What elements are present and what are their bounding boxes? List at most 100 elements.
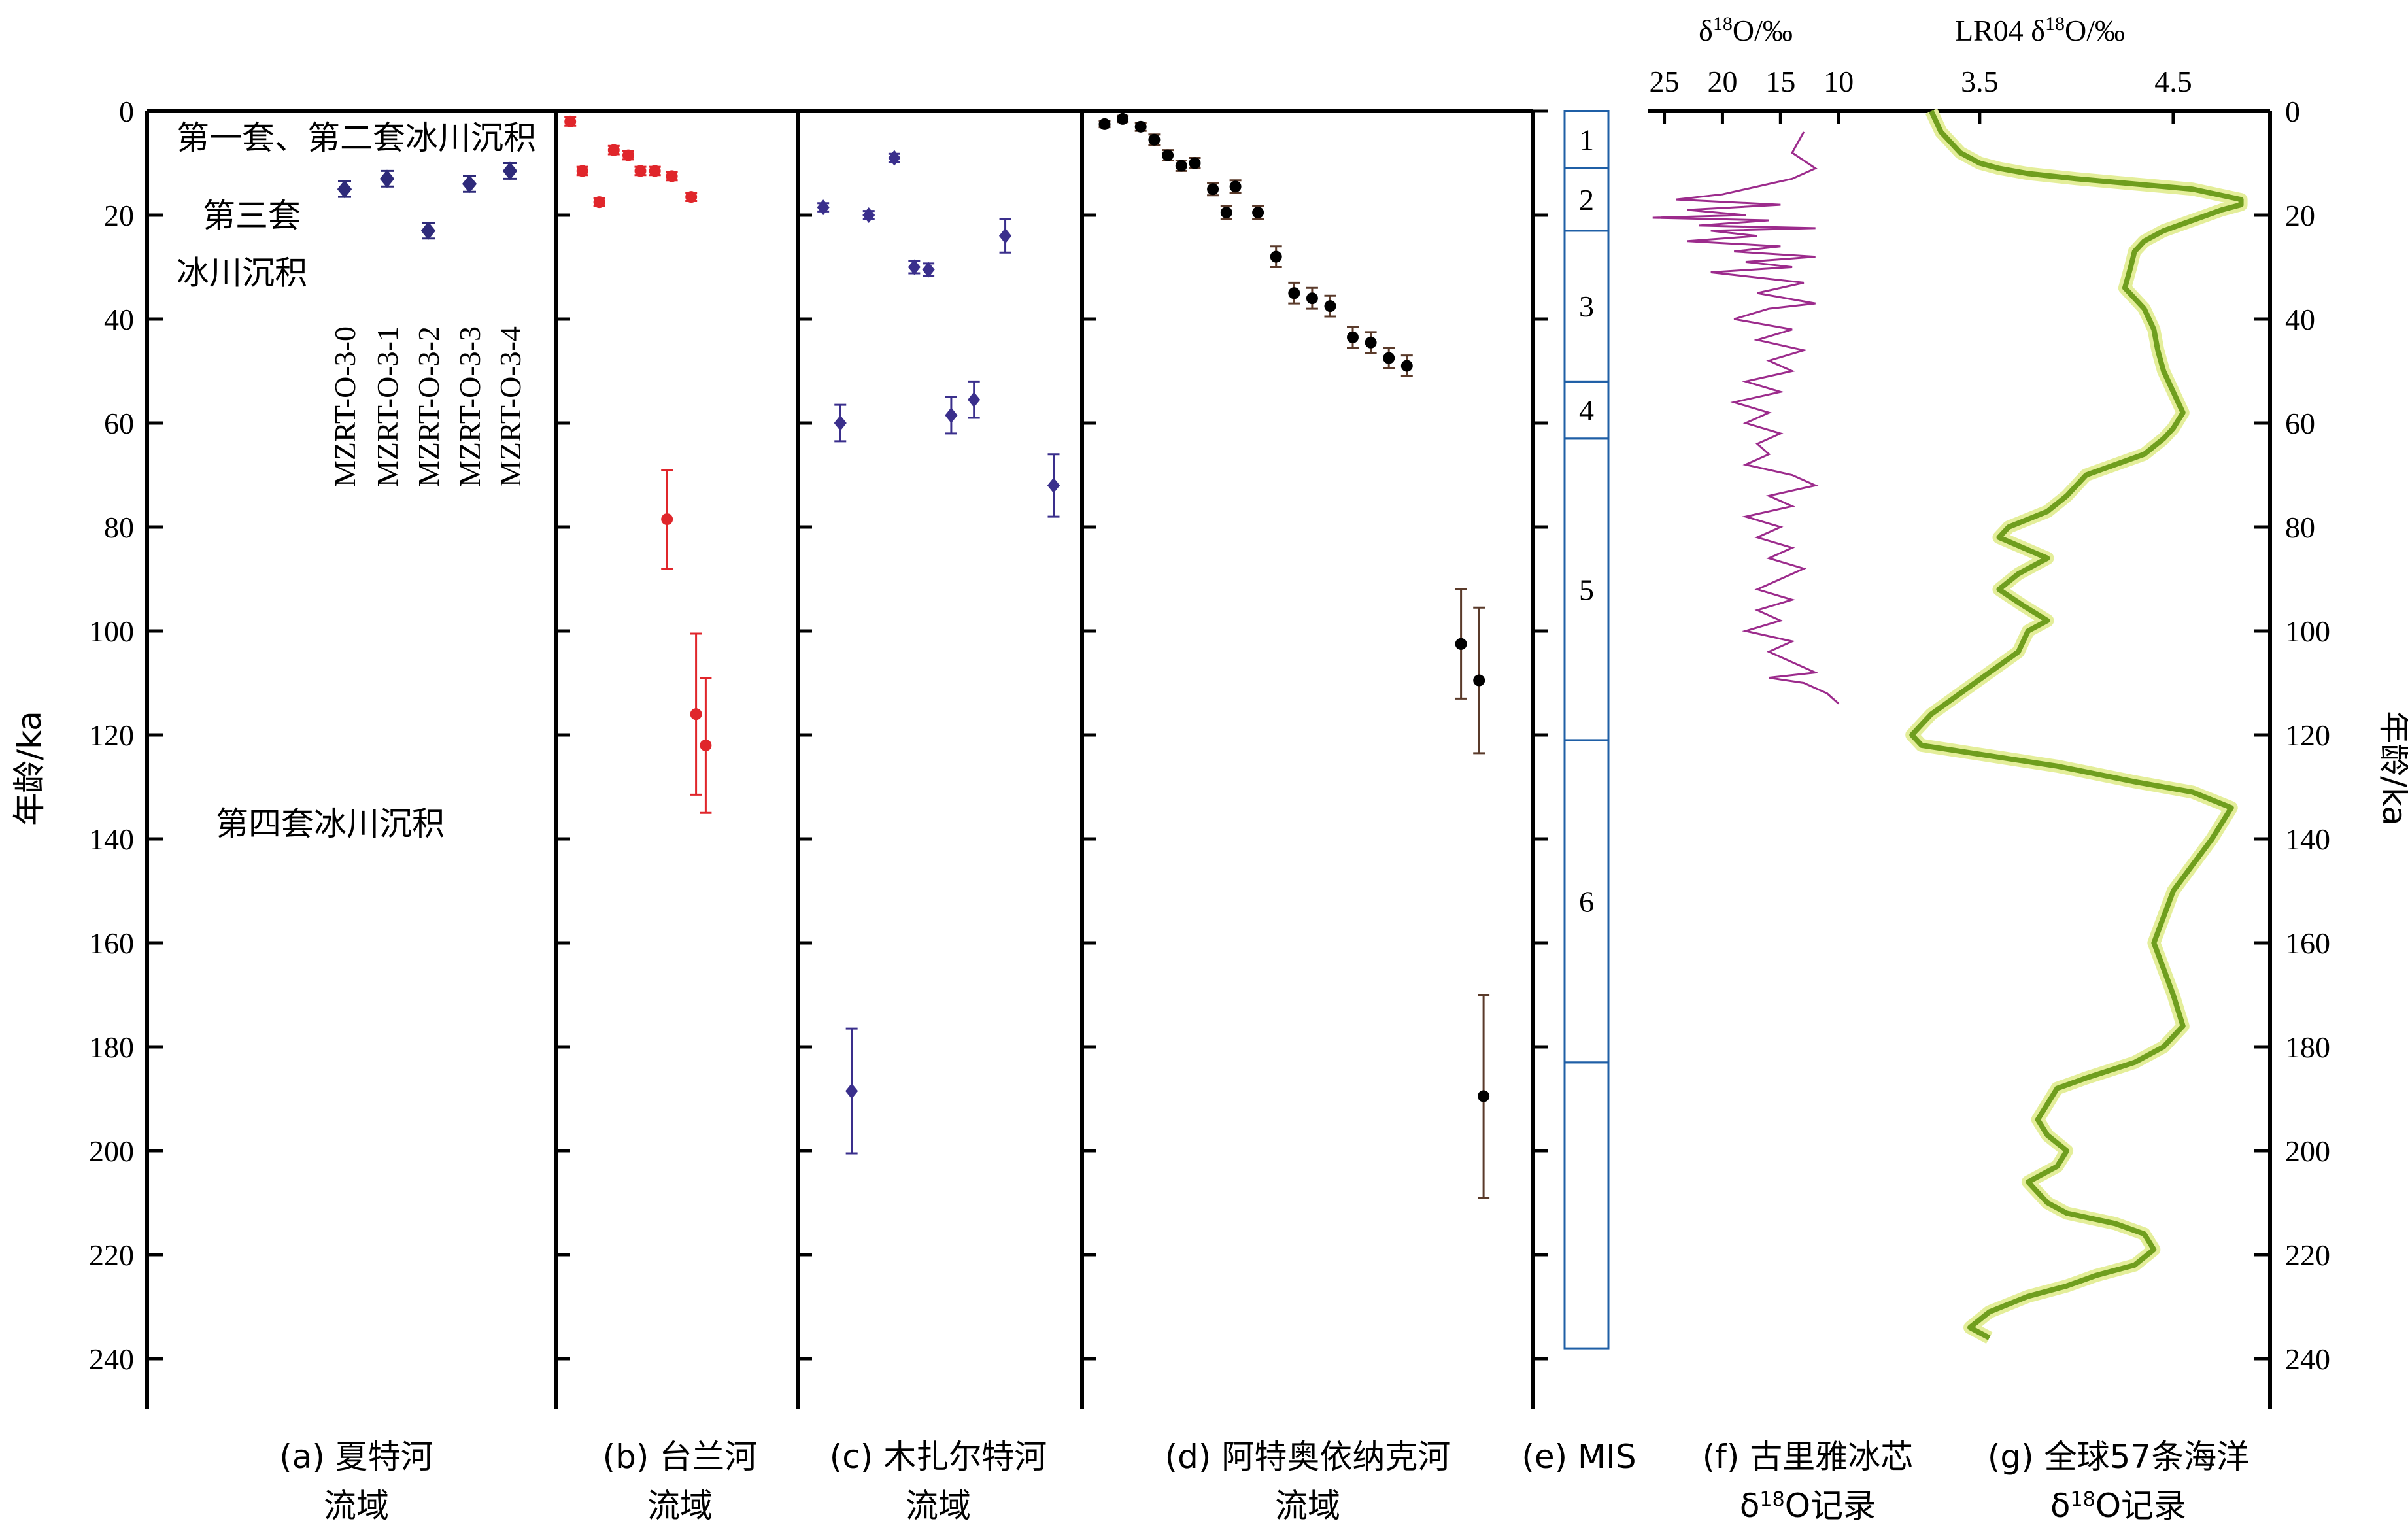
data-point [607, 144, 620, 156]
annotation-label: 第一套、第二套冰川沉积 [177, 119, 536, 157]
data-point [576, 165, 588, 177]
mis-stage-label: 1 [1579, 124, 1594, 157]
data-point [1189, 157, 1201, 169]
caption-a: (a) 夏特河 [279, 1438, 433, 1476]
data-point [666, 170, 678, 182]
mis-stage-label: 2 [1579, 183, 1594, 216]
y-tick-label-right: 100 [2285, 615, 2330, 648]
data-point [649, 165, 661, 177]
data-point [945, 407, 958, 424]
data-point [1252, 207, 1264, 219]
y-tick-label-left: 80 [104, 511, 134, 544]
data-point [1229, 180, 1242, 193]
g-series-glow [1905, 108, 2248, 1344]
data-point [622, 149, 634, 162]
data-point [834, 415, 847, 431]
caption-c: (c) 木扎尔特河 [830, 1438, 1047, 1476]
data-point [700, 739, 712, 751]
y-tick-label-right: 140 [2285, 823, 2330, 856]
g-x-axis-title: LR04 δ18O/‰ [1955, 13, 2125, 48]
caption-c-line2: 流域 [906, 1487, 971, 1525]
y-tick-label-right: 240 [2285, 1342, 2330, 1376]
g-series-line [1909, 110, 2244, 1340]
y-tick-label-right: 220 [2285, 1238, 2330, 1272]
y-tick-label-right: 120 [2285, 719, 2330, 752]
mis-stage [1563, 1061, 1610, 1350]
data-point [1347, 331, 1359, 343]
sample-label: MZRT-O-3-1 [371, 326, 404, 487]
mis-stage-label: 3 [1579, 290, 1594, 323]
y-tick-label-left: 140 [89, 823, 134, 856]
y-tick-label-right: 40 [2285, 303, 2315, 336]
data-point [1175, 160, 1187, 172]
sample-label: MZRT-O-3-2 [412, 326, 445, 487]
chart-frame [145, 109, 2272, 1409]
f-x-axis-title: δ18O/‰ [1699, 13, 1793, 48]
data-point [1455, 638, 1467, 650]
data-point [1162, 149, 1174, 162]
data-point [337, 180, 352, 199]
caption-b: (b) 台兰河 [603, 1438, 758, 1476]
g-x-tick-label: 4.5 [2154, 65, 2192, 98]
f-x-tick-label: 25 [1650, 65, 1680, 98]
mis-stage-label: 6 [1579, 885, 1594, 918]
panel-g: 3.5 4.5 LR04 δ18O/‰ [1905, 13, 2248, 1344]
data-point [845, 1083, 858, 1099]
data-point [1270, 250, 1282, 263]
data-point [968, 392, 981, 408]
data-point [1047, 477, 1060, 494]
data-point [1220, 207, 1232, 219]
y-tick-label-left: 0 [119, 95, 134, 128]
y-axis-title-right: 年龄/ka [2375, 711, 2408, 826]
data-point [922, 262, 935, 278]
y-tick-label-left: 220 [89, 1238, 134, 1272]
sample-label: MZRT-O-3-4 [494, 326, 527, 487]
y-tick-label-right: 0 [2285, 95, 2300, 128]
data-point [1134, 120, 1147, 133]
data-point [888, 150, 901, 166]
y-tick-label-left: 40 [104, 303, 134, 336]
data-point [502, 162, 518, 180]
caption-d-line2: 流域 [1275, 1487, 1340, 1525]
data-point [593, 196, 605, 209]
f-series-line [1652, 131, 1840, 705]
annotation-label: 第四套冰川沉积 [216, 805, 445, 843]
mis-stage-label: 4 [1579, 394, 1594, 427]
data-point [420, 221, 436, 240]
data-point [998, 228, 1012, 244]
caption-a-line2: 流域 [324, 1487, 389, 1525]
data-point [564, 115, 577, 128]
data-point [634, 165, 647, 177]
data-point [1365, 336, 1377, 348]
f-x-tick-label: 20 [1707, 65, 1737, 98]
data-point [1098, 118, 1111, 130]
data-point [462, 175, 477, 194]
y-tick-label-right: 80 [2285, 511, 2315, 544]
age-axes: 0 0 20 20 40 40 60 60 80 80 100 100 120 120 140 140 160 1… [10, 95, 2408, 1376]
y-axis-title-left: 年龄/ka [10, 711, 48, 826]
y-tick-label-left: 100 [89, 615, 134, 648]
caption-f-line2: δ18O记录 [1740, 1487, 1876, 1525]
y-tick-label-right: 20 [2285, 199, 2315, 232]
caption-f: (f) 古里雅冰芯 [1703, 1438, 1914, 1476]
y-tick-label-left: 60 [104, 407, 134, 440]
data-point [862, 207, 875, 223]
y-tick-label-right: 160 [2285, 926, 2330, 960]
y-tick-label-left: 120 [89, 719, 134, 752]
annotation-label: 第三套 [203, 197, 301, 235]
panel-e: 1 2 3 4 5 6 [1563, 110, 1610, 1350]
data-point [907, 259, 921, 275]
y-tick-label-right: 60 [2285, 407, 2315, 440]
panel-d [1098, 112, 1490, 1199]
sample-label: MZRT-O-3-3 [453, 326, 486, 487]
caption-e: (e) MIS [1521, 1438, 1636, 1476]
y-tick-label-left: 200 [89, 1134, 134, 1168]
data-point [1148, 133, 1161, 146]
data-point [1306, 292, 1318, 305]
data-point [685, 191, 698, 203]
data-point [690, 708, 702, 721]
data-point [379, 169, 395, 188]
